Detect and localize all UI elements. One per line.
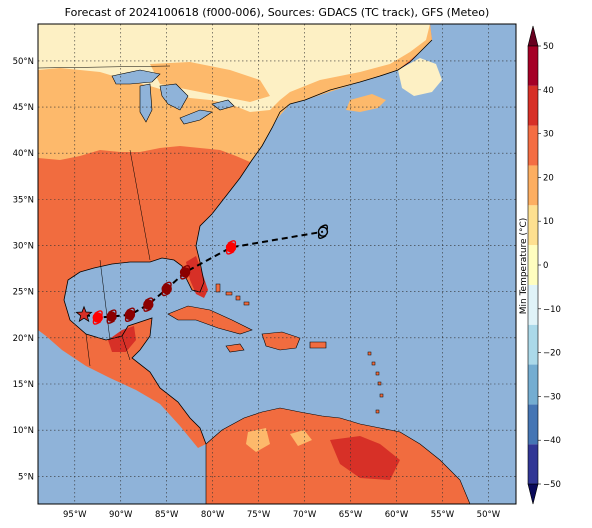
lake-huron: [159, 83, 189, 111]
colorbar-tick-label: −50: [543, 480, 561, 490]
hurricane-symbol: [92, 310, 103, 325]
lon-tick-label: 70°W: [293, 510, 317, 520]
lat-tick-label: 35°N: [13, 195, 34, 205]
lat-tick-label: 5°N: [18, 472, 34, 482]
colorbar-segment: [528, 125, 538, 166]
hurricane-symbol: [143, 297, 154, 312]
lon-tick-label: 90°W: [109, 510, 133, 520]
colorbar-tick-label: 50: [543, 42, 554, 52]
florida-peninsula: [186, 256, 208, 298]
canada-cool-inner: [150, 62, 270, 102]
puerto-rico-land: [309, 341, 327, 349]
lon-tick-label: 55°W: [431, 510, 455, 520]
colorbar-tick-label: −30: [543, 392, 561, 402]
hurricane-symbol: [179, 265, 191, 280]
lat-tick-label: 20°N: [13, 334, 34, 344]
cyclone-track: [75, 224, 329, 325]
colorbar-tick-label: 20: [543, 173, 554, 183]
map-title: Forecast of 2024100618 (f000-006), Sourc…: [64, 6, 490, 19]
colorbar-bottom-extension: [527, 483, 539, 505]
lake-superior: [111, 69, 161, 85]
temperature-colorbar: [527, 25, 539, 505]
colorbar-segment: [528, 85, 538, 126]
colorbar-tick-labels: 50 40 30 20 10 0 −10 −20 −30 −40 −50: [538, 42, 561, 490]
south-america-cool-patch: [246, 428, 270, 452]
lat-tick-label: 10°N: [13, 426, 34, 436]
hurricane-symbol: [106, 309, 117, 324]
east-coast-line: [63, 39, 433, 445]
colorbar-segment: [528, 46, 538, 86]
colorbar-tick-label: −10: [543, 305, 561, 315]
northern-cold-zone: [38, 24, 430, 112]
latitude-tick-labels: 5°N 10°N 15°N 20°N 25°N 30°N 35°N 40°N 45°N 50°N: [13, 57, 34, 482]
bahamas-islands: [215, 283, 250, 306]
colorbar-segment: [528, 245, 538, 285]
lon-tick-label: 50°W: [477, 510, 501, 520]
lon-tick-label: 65°W: [339, 510, 363, 520]
colorbar-segment: [528, 444, 538, 484]
yucatan-land: [108, 326, 136, 352]
lesser-antilles: [367, 351, 384, 414]
track-line: [83, 230, 324, 319]
boundaries: [38, 65, 171, 367]
land-layer: [38, 24, 471, 504]
south-america-hot-zone: [330, 436, 400, 480]
colorbar-segment: [528, 324, 538, 365]
hispaniola-land: [261, 331, 301, 351]
hurricane-symbol: [317, 224, 329, 239]
lon-tick-label: 85°W: [155, 510, 179, 520]
jamaica-land: [225, 343, 245, 353]
lon-tick-label: 60°W: [385, 510, 409, 520]
map-frame: [37, 23, 517, 505]
lake-erie: [179, 109, 213, 125]
lat-tick-label: 15°N: [13, 380, 34, 390]
start-star-marker: [75, 305, 93, 323]
cuba-land: [167, 305, 253, 335]
lat-tick-label: 25°N: [13, 288, 34, 298]
lat-tick-label: 50°N: [13, 57, 34, 67]
lon-tick-label: 95°W: [63, 510, 87, 520]
colorbar-tick-label: 30: [543, 130, 554, 140]
hurricane-symbol: [124, 307, 136, 322]
lake-michigan: [139, 83, 153, 123]
colorbar-segment: [528, 364, 538, 405]
colorbar-top-extension: [527, 25, 539, 47]
lat-tick-label: 30°N: [13, 242, 34, 252]
lat-tick-label: 40°N: [13, 149, 34, 159]
colorbar-segment: [528, 205, 538, 246]
colorbar-tick-label: −40: [543, 436, 561, 446]
colorbar-label: Min Temperature (°C): [519, 217, 529, 315]
colorbar-tick-label: 0: [543, 261, 548, 271]
colorbar-segment: [528, 284, 538, 325]
lake-ontario: [211, 99, 235, 111]
lon-tick-label: 80°W: [201, 510, 225, 520]
lat-tick-label: 45°N: [13, 103, 34, 113]
colorbar-segment: [528, 165, 538, 206]
newfoundland-land: [398, 58, 442, 96]
colorbar-tick-label: 10: [543, 217, 554, 227]
colorbar-tick-label: 40: [543, 86, 554, 96]
colorbar-tick-label: −20: [543, 349, 561, 359]
lon-tick-label: 75°W: [247, 510, 271, 520]
colorbar-segment: [528, 404, 538, 445]
hurricane-symbol: [161, 281, 172, 297]
south-america-cool-patch-2: [290, 430, 312, 446]
longitude-tick-labels: 95°W 90°W 85°W 80°W 75°W 70°W 65°W 60°W 55°W 50°W: [63, 510, 501, 520]
map-gridlines: [38, 24, 516, 504]
nova-scotia-land: [346, 94, 386, 112]
hurricane-symbol: [225, 240, 237, 255]
